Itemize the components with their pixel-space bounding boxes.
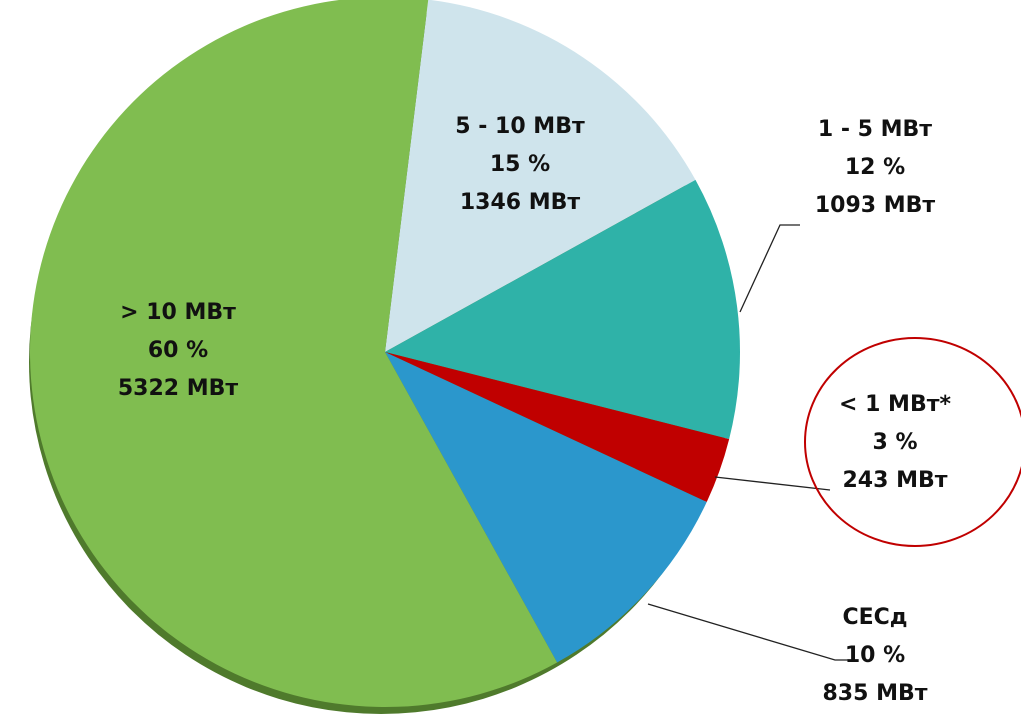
percent-label: 3 % bbox=[872, 430, 917, 455]
pie-slice bbox=[385, 352, 730, 503]
power-label: 1093 МВт bbox=[815, 193, 936, 218]
category-label: 1 - 5 МВт bbox=[818, 117, 932, 142]
percent-label: 10 % bbox=[845, 643, 905, 668]
percent-label: 12 % bbox=[845, 155, 905, 180]
power-label: 835 МВт bbox=[823, 681, 928, 706]
percent-label: 15 % bbox=[490, 152, 550, 177]
labels: 5 - 10 МВт 15 % 1346 МВт 1 - 5 МВт 12 % 1093 … bbox=[118, 114, 952, 706]
leader-line bbox=[739, 224, 800, 313]
leader-line bbox=[647, 603, 848, 661]
category-label: < 1 МВт* bbox=[839, 392, 951, 417]
pie-slice bbox=[385, 179, 740, 440]
power-label: 5322 МВт bbox=[118, 376, 239, 401]
pie-slice bbox=[385, 0, 696, 352]
power-label: 1346 МВт bbox=[460, 190, 581, 215]
pie-slice bbox=[385, 352, 707, 663]
highlight-circle bbox=[804, 337, 1021, 547]
category-label: СЕСд bbox=[842, 605, 907, 630]
category-label: > 10 МВт bbox=[120, 300, 236, 325]
power-label: 243 МВт bbox=[843, 468, 948, 493]
leader-line bbox=[714, 476, 831, 491]
pie-slice bbox=[30, 0, 558, 707]
percent-label: 60 % bbox=[148, 338, 208, 363]
category-label: 5 - 10 МВт bbox=[455, 114, 585, 139]
pie bbox=[30, 0, 740, 707]
